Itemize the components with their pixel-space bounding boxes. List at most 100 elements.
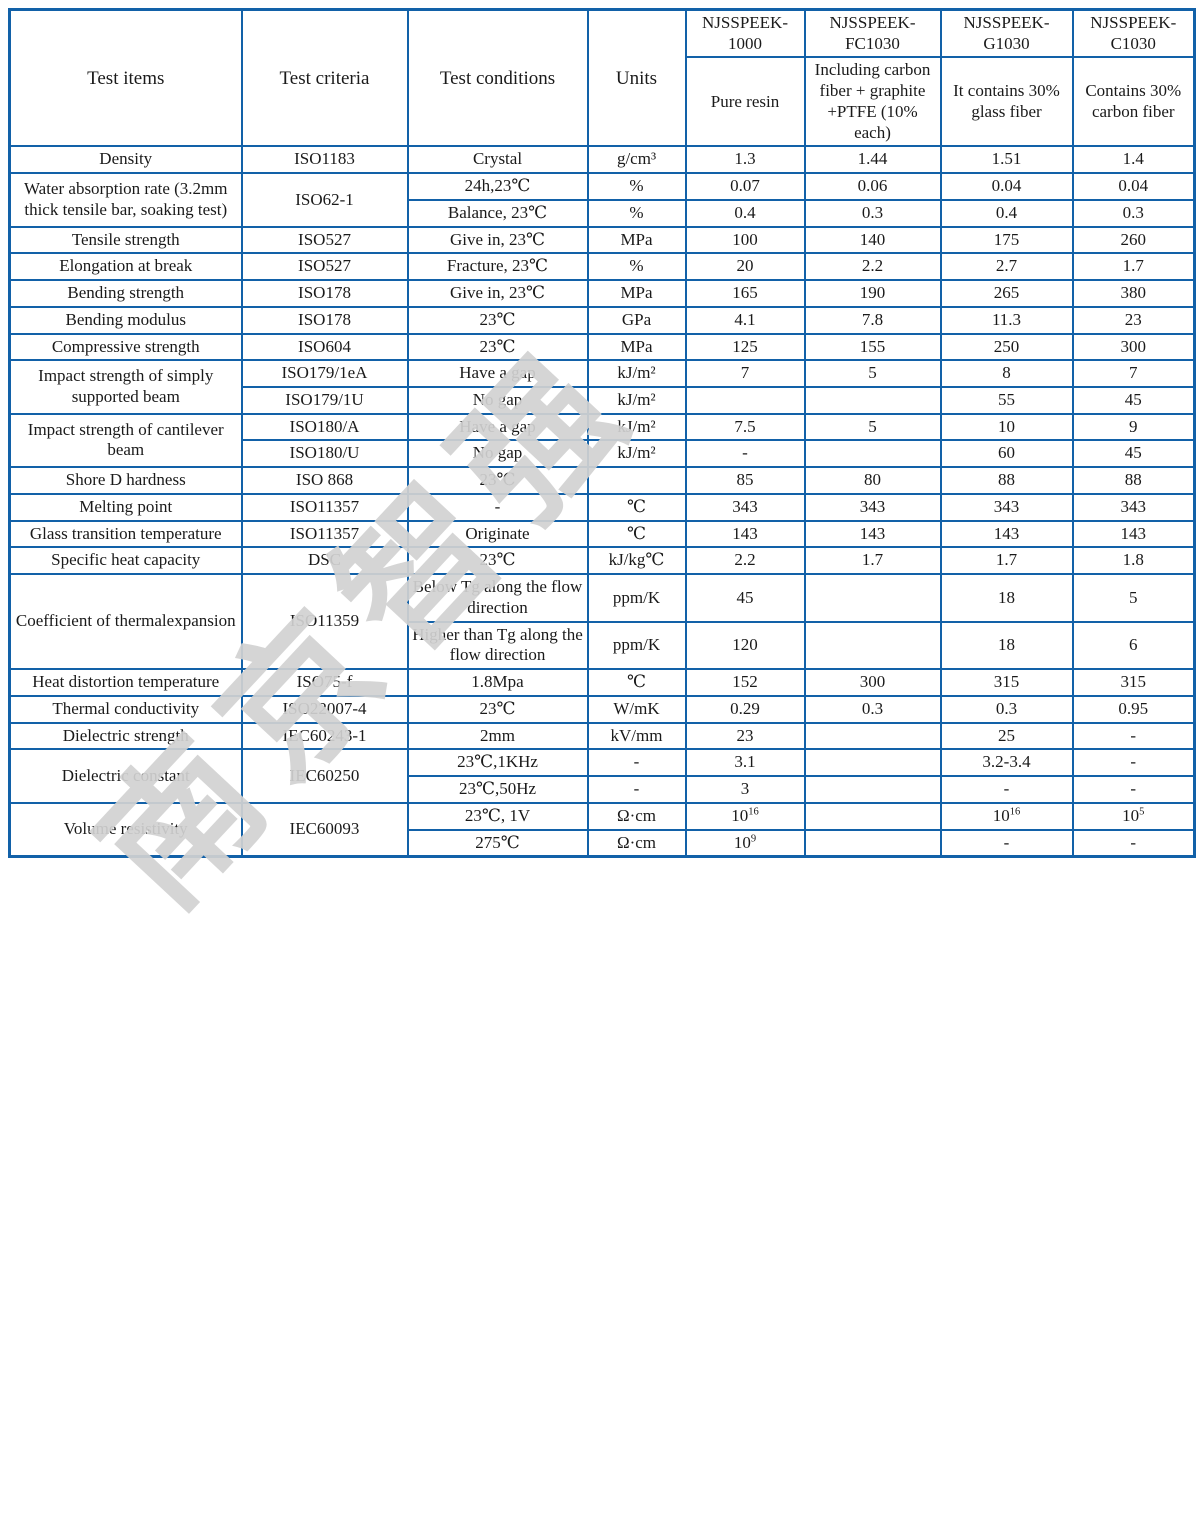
cell-value-4: -: [1071, 748, 1196, 778]
table-row: ISO179/1U No gap kJ/m² 55 45: [10, 386, 1196, 415]
cell-value-2: 0.3: [803, 198, 942, 228]
cell-value-4: 1.7: [1071, 252, 1196, 282]
table-row: Coefficient of thermalexpansion ISO11359 B…: [8, 573, 1196, 671]
cell-test-condition: 23℃,50Hz: [406, 775, 589, 804]
cell-value-2: [803, 439, 942, 469]
cell-value-2: 300: [803, 668, 942, 697]
cell-value-1: 100: [684, 225, 806, 255]
cell-value-2: [803, 748, 942, 778]
cell-value-3: 25: [939, 721, 1074, 751]
cell-value-2: 2.2: [803, 252, 942, 282]
cell-test-item: Thermal conductivity: [8, 694, 243, 724]
cell-test-item: Impact strength of simply supported beam: [8, 359, 243, 415]
cell-value-2: 5: [803, 412, 942, 442]
cell-test-criteria: ISO11359: [240, 573, 409, 671]
cell-test-criteria: ISO 868: [240, 466, 409, 495]
table-row: Balance, 23℃% 0.4 0.3 0.4 0.3: [10, 198, 1196, 228]
cell-unit: ppm/K: [586, 573, 687, 623]
cell-value-4: 0.3: [1071, 198, 1196, 228]
cell-test-item: Elongation at break: [8, 252, 243, 282]
cell-value-4: 23: [1071, 305, 1196, 335]
cell-test-item: Water absorption rate (3.2mm thick tensi…: [8, 172, 243, 228]
header-product-desc-3: It contains 30% glass fiber: [939, 56, 1074, 148]
cell-test-condition: 23℃,1KHz: [406, 748, 589, 778]
cell-test-condition: 275℃: [406, 828, 589, 858]
cell-test-criteria: ISO604: [240, 332, 409, 362]
cell-unit: W/mK: [586, 694, 687, 724]
header-product-name-2: NJSSPEEK-FC1030: [803, 8, 942, 59]
cell-test-criteria: ISO178: [240, 305, 409, 335]
cell-value-1: 0.29: [684, 694, 806, 724]
cell-value-2: [803, 620, 942, 671]
cell-test-item: Shore D hardness: [8, 466, 243, 495]
cell-unit: kJ/m²: [586, 412, 687, 442]
header-row-desc: Pure resin Including carbon fiber + grap…: [10, 56, 1196, 148]
table-row: Volume resistivity IEC60093 23℃, 1V Ω·cm 101…: [8, 801, 1196, 858]
cell-unit: MPa: [586, 225, 687, 255]
cell-value-3: 0.3: [939, 694, 1074, 724]
cell-value-3: 10: [939, 412, 1074, 442]
table-row: Glass transition temperature ISO11357 Orig…: [8, 519, 1196, 549]
cell-test-condition: Give in, 23℃: [406, 279, 589, 308]
header-product-name-3: NJSSPEEK-G1030: [939, 8, 1074, 59]
cell-test-condition: 23℃: [406, 305, 589, 335]
cell-test-criteria: IEC60243-1: [240, 721, 409, 751]
cell-test-criteria: ISO527: [240, 225, 409, 255]
cell-value-3: 88: [939, 466, 1074, 495]
cell-value-1: 3.1: [684, 748, 806, 778]
cell-unit: -: [586, 775, 687, 804]
cell-value-1: 343: [684, 492, 806, 522]
cell-value-4: -: [1071, 775, 1196, 804]
table-row: Higher than Tg along the flow direction p…: [10, 620, 1196, 671]
cell-test-criteria: ISO179/1U: [240, 386, 409, 415]
cell-value-4: 0.95: [1071, 694, 1196, 724]
table-body: Density ISO1183 Crystal g/cm³ 1.3 1.44 1.51 1.4…: [8, 145, 1196, 858]
cell-test-condition: 24h,23℃: [406, 172, 589, 201]
table-row: 275℃ Ω·cm 109 - -: [10, 828, 1196, 858]
cell-unit: ℃: [586, 519, 687, 549]
cell-value-1: 85: [684, 466, 806, 495]
cell-value-2: 1.7: [803, 546, 942, 576]
cell-test-criteria: ISO62-1: [240, 172, 409, 228]
cell-value-4: 5: [1071, 573, 1196, 623]
cell-unit: %: [586, 198, 687, 228]
cell-value-3: 250: [939, 332, 1074, 362]
cell-test-criteria: ISO179/1eA: [240, 359, 409, 389]
cell-value-1: 1016: [684, 801, 806, 831]
cell-test-condition: Originate: [406, 519, 589, 549]
cell-value-3: 18: [939, 573, 1074, 623]
cell-test-criteria: ISO75-f: [240, 668, 409, 697]
cell-value-1: [684, 386, 806, 415]
cell-value-4: 300: [1071, 332, 1196, 362]
cell-test-item: Melting point: [8, 492, 243, 522]
cell-value-3: 1.7: [939, 546, 1074, 576]
cell-value-3: 60: [939, 439, 1074, 469]
cell-unit: ℃: [586, 668, 687, 697]
cell-value-4: 0.04: [1071, 172, 1196, 201]
cell-value-2: 155: [803, 332, 942, 362]
cell-value-3: 1016: [939, 801, 1074, 831]
cell-value-1: 7.5: [684, 412, 806, 442]
table-row: Dielectric strength IEC60243-1 2mm kV/mm 23 2…: [8, 721, 1196, 751]
cell-value-1: 2.2: [684, 546, 806, 576]
cell-value-3: 343: [939, 492, 1074, 522]
cell-test-condition: No gap: [406, 439, 589, 469]
cell-value-4: 343: [1071, 492, 1196, 522]
cell-value-1: 125: [684, 332, 806, 362]
cell-value-2: 343: [803, 492, 942, 522]
cell-value-1: 23: [684, 721, 806, 751]
cell-test-condition: Below Tg along the flow direction: [406, 573, 589, 623]
cell-value-4: 88: [1071, 466, 1196, 495]
cell-unit: %: [586, 172, 687, 201]
cell-test-condition: 23℃: [406, 546, 589, 576]
cell-value-1: 20: [684, 252, 806, 282]
header-product-desc-1: Pure resin: [684, 56, 806, 148]
cell-value-3: 315: [939, 668, 1074, 697]
spec-table-container: Test items Test criteria Test conditions…: [8, 8, 1196, 859]
cell-value-2: [803, 801, 942, 831]
cell-test-criteria: IEC60250: [240, 748, 409, 804]
cell-test-condition: Higher than Tg along the flow direction: [406, 620, 589, 671]
cell-unit: ℃: [586, 492, 687, 522]
cell-test-condition: Crystal: [406, 145, 589, 175]
